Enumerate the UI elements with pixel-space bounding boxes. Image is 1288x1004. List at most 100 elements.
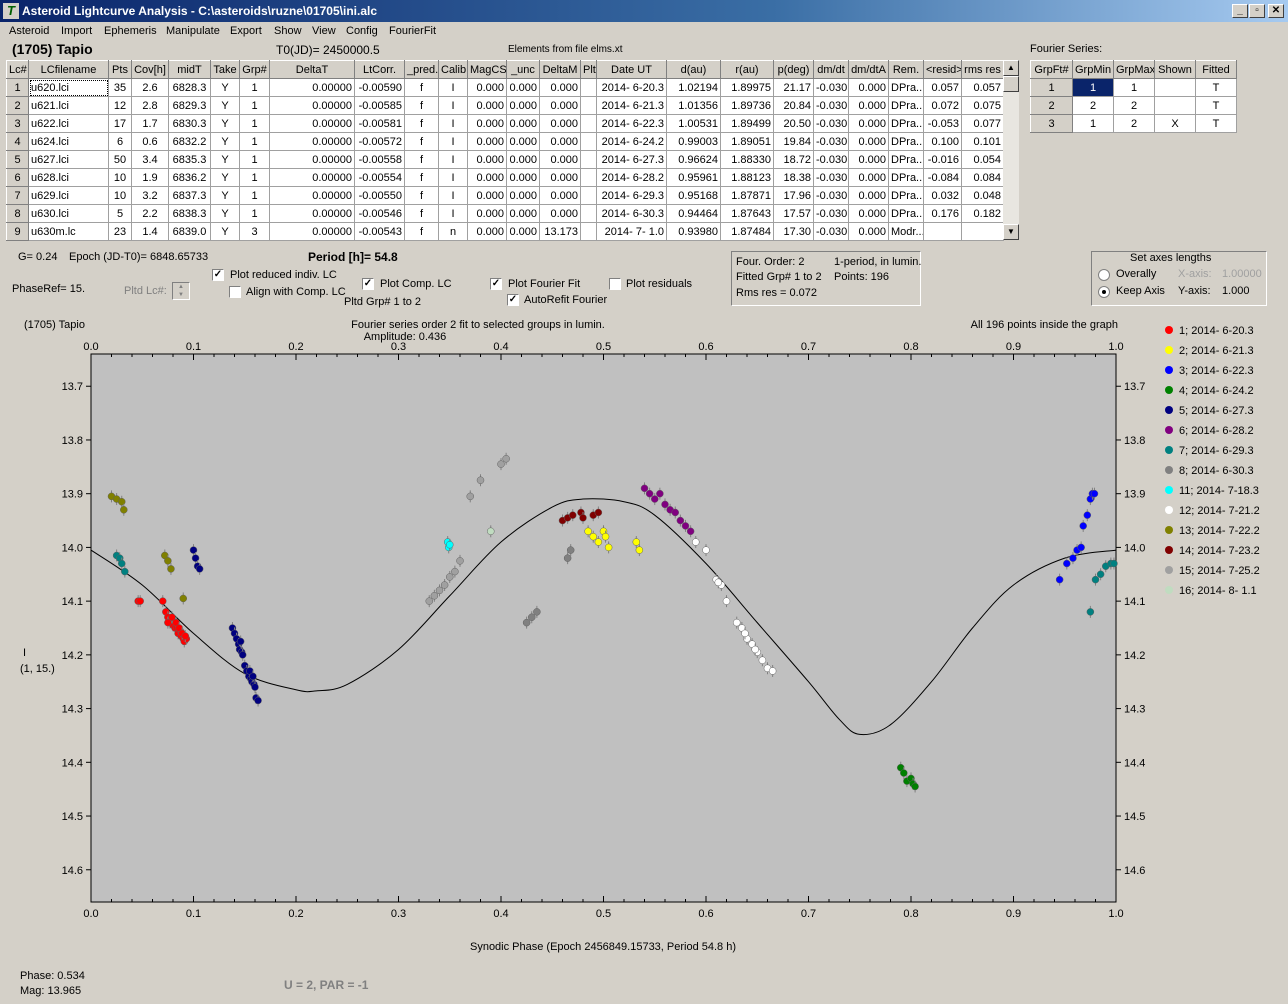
plot-reduced-checkbox[interactable]: ✓ [212,269,224,281]
table-cell[interactable]: 17.30 [773,222,814,241]
row-header[interactable]: 6 [6,168,29,187]
table-cell[interactable]: -0.00546 [354,204,405,223]
row-header[interactable]: 7 [6,186,29,205]
table-cell[interactable]: 0.000 [848,222,889,241]
table-cell[interactable]: 17.96 [773,186,814,205]
table-cell[interactable]: 6830.3 [168,114,211,133]
column-header[interactable]: Grp# [239,60,270,79]
table-cell[interactable]: 10 [108,186,132,205]
table-cell[interactable]: 21.17 [773,78,814,97]
table-cell[interactable] [580,132,597,151]
table-cell[interactable]: 35 [108,78,132,97]
plot-panel[interactable]: (1705) Tapio Fourier series order 2 fit … [18,312,1268,960]
table-cell[interactable]: I [438,96,468,115]
table-cell[interactable]: Y [210,204,240,223]
table-cell[interactable]: 10 [108,168,132,187]
table-cell[interactable]: 1 [239,78,270,97]
table-cell[interactable]: Y [210,96,240,115]
table-cell[interactable]: 6828.3 [168,78,211,97]
table-cell[interactable]: u629.lci [28,186,109,205]
table-cell[interactable]: 0.000 [848,186,889,205]
table-cell[interactable]: 0.000 [506,114,540,133]
column-header[interactable]: Plt [580,60,597,79]
table-cell[interactable] [1154,78,1196,97]
column-header[interactable]: Calib. [438,60,468,79]
table-cell[interactable]: 2.2 [131,204,169,223]
table-cell[interactable]: 2014- 6-22.3 [596,114,667,133]
table-cell[interactable]: 0.000 [467,150,507,169]
table-cell[interactable]: 1 [1072,114,1114,133]
table-cell[interactable]: 0.95961 [666,168,721,187]
table-cell[interactable]: 0.00000 [269,186,355,205]
table-cell[interactable]: f [404,132,439,151]
table-cell[interactable]: -0.030 [813,114,849,133]
table-cell[interactable]: 2014- 6-20.3 [596,78,667,97]
table-cell[interactable]: 6839.0 [168,222,211,241]
column-header[interactable]: rms res [961,60,1004,79]
table-cell[interactable]: 17.57 [773,204,814,223]
table-cell[interactable]: 1 [239,186,270,205]
table-cell[interactable]: Y [210,114,240,133]
table-cell[interactable]: u620.lci [28,78,109,97]
table-cell[interactable]: DPra... [888,168,924,187]
table-cell[interactable]: 5 [108,204,132,223]
table-cell[interactable]: DPra... [888,204,924,223]
table-cell[interactable]: 17 [108,114,132,133]
table-cell[interactable]: 0.176 [923,204,962,223]
column-header[interactable]: LtCorr. [354,60,405,79]
close-button[interactable]: ✕ [1268,4,1284,18]
table-cell[interactable]: 1 [239,204,270,223]
table-cell[interactable]: 2014- 6-21.3 [596,96,667,115]
table-row[interactable]: 7 u629.lci 10 3.2 6837.3 Y 1 0.00000 -0.00550 f I 0… [6,186,1004,205]
table-cell[interactable]: I [438,150,468,169]
table-cell[interactable]: 1.01356 [666,96,721,115]
menu-ephemeris[interactable]: Ephemeris [104,25,157,37]
table-cell[interactable]: 1.02194 [666,78,721,97]
table-cell[interactable]: 0.000 [539,132,581,151]
table-row[interactable]: 2 u621.lci 12 2.8 6829.3 Y 1 0.00000 -0.00585 f I 0… [6,96,1004,115]
table-cell[interactable] [923,222,962,241]
table-cell[interactable]: u622.lci [28,114,109,133]
table-cell[interactable]: f [404,186,439,205]
table-cell[interactable]: 0.94464 [666,204,721,223]
row-header[interactable]: 3 [6,114,29,133]
table-cell[interactable]: 0.99003 [666,132,721,151]
table-cell[interactable]: f [404,150,439,169]
column-header[interactable]: <resid> [923,60,962,79]
table-cell[interactable]: f [404,96,439,115]
menu-show[interactable]: Show [274,25,302,37]
table-cell[interactable]: 2014- 6-28.2 [596,168,667,187]
table-cell[interactable]: 0.000 [539,114,581,133]
table-cell[interactable]: 0.000 [506,132,540,151]
table-cell[interactable]: 1.9 [131,168,169,187]
table-cell[interactable]: -0.030 [813,222,849,241]
table-cell[interactable]: 0.000 [506,186,540,205]
table-cell[interactable]: 0.000 [467,132,507,151]
menu-config[interactable]: Config [346,25,378,37]
table-cell[interactable]: 1.4 [131,222,169,241]
plot-fourier-checkbox[interactable]: ✓ [490,278,502,290]
column-header[interactable]: LCfilename [28,60,109,79]
table-cell[interactable]: 0.101 [961,132,1004,151]
table-row[interactable]: 3 u622.lci 17 1.7 6830.3 Y 1 0.00000 -0.00581 f I 0… [6,114,1004,133]
table-cell[interactable]: T [1195,96,1237,115]
table-cell[interactable]: 0.00000 [269,132,355,151]
table-cell[interactable]: f [404,114,439,133]
table-cell[interactable]: 2014- 6-29.3 [596,186,667,205]
table-cell[interactable]: 0.000 [467,78,507,97]
x-axis-value[interactable]: 1.00000 [1222,268,1262,280]
column-header[interactable]: _unc [506,60,540,79]
maximize-button[interactable]: ▫ [1249,4,1265,18]
column-header[interactable]: _pred. [404,60,439,79]
table-cell[interactable]: I [438,78,468,97]
table-cell[interactable]: 0.000 [506,96,540,115]
table-cell[interactable]: 2 [1113,96,1155,115]
table-cell[interactable]: 6838.3 [168,204,211,223]
spin-up-icon[interactable]: ▲ [178,284,184,290]
y-axis-value[interactable]: 1.000 [1222,285,1250,297]
row-header[interactable]: 4 [6,132,29,151]
column-header[interactable]: DeltaM [539,60,581,79]
table-cell[interactable]: 0.000 [467,222,507,241]
